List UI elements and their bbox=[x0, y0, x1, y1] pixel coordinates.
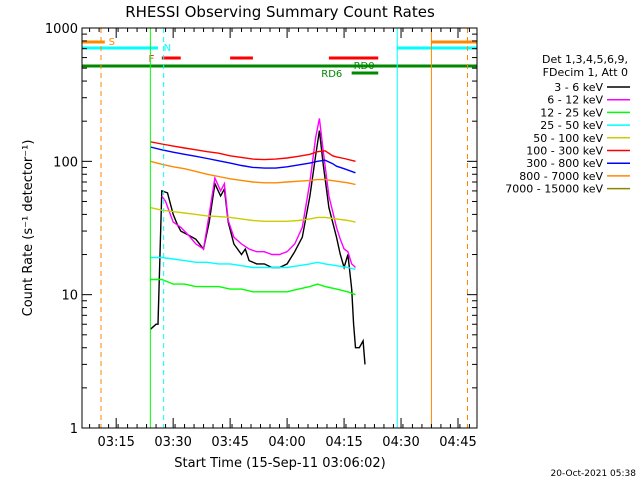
legend-header-line: FDecim 1, Att 0 bbox=[543, 66, 628, 79]
legend-entry-label: 300 - 800 keV bbox=[526, 157, 603, 170]
series-line-7 bbox=[150, 160, 356, 186]
series-line-2 bbox=[150, 278, 356, 296]
chart-title: RHESSI Observing Summary Count Rates bbox=[125, 3, 435, 21]
x-tick-label: 04:45 bbox=[439, 435, 476, 450]
y-tick-label: 1000 bbox=[45, 22, 78, 37]
x-tick-label: 04:15 bbox=[325, 435, 362, 450]
observing-flags: S NF RD0 RD6 bbox=[82, 37, 477, 80]
legend-entry-label: 7000 - 15000 keV bbox=[505, 183, 603, 196]
x-axis-label: Start Time (15-Sep-11 03:06:02) bbox=[174, 456, 385, 471]
series-line-3 bbox=[150, 256, 356, 270]
rd0-flag-label: RD0 bbox=[354, 61, 375, 72]
legend: Det 1,3,4,5,6,9,FDecim 1, Att 0 3 - 6 keV… bbox=[505, 53, 630, 196]
x-axis-ticks: 03:15 03:30 03:45 04:00 04:15 04:30 04:45 bbox=[89, 28, 477, 450]
legend-entry-label: 3 - 6 keV bbox=[554, 81, 603, 94]
plot-frame bbox=[81, 27, 478, 429]
legend-entry-label: 800 - 7000 keV bbox=[519, 170, 603, 183]
series-line-0 bbox=[149, 130, 366, 365]
series-line-1 bbox=[161, 118, 356, 269]
y-tick-label: 10 bbox=[61, 289, 78, 304]
rd6-flag-label: RD6 bbox=[321, 69, 342, 80]
legend-entry-label: 100 - 300 keV bbox=[526, 145, 603, 158]
flare-flag-label: F bbox=[148, 54, 154, 65]
legend-entry-label: 25 - 50 keV bbox=[540, 119, 603, 132]
legend-entry-label: 6 - 12 keV bbox=[547, 94, 603, 107]
series-line-4 bbox=[150, 206, 356, 223]
footer-date: 20-Oct-2021 05:38 bbox=[551, 469, 637, 479]
series-line-6 bbox=[150, 146, 356, 174]
y-axis-ticks: 1 10 100 1000 bbox=[45, 22, 477, 437]
y-tick-label: 100 bbox=[53, 155, 78, 170]
night-flag-label: N bbox=[164, 43, 171, 54]
series-line-5 bbox=[150, 141, 356, 162]
x-tick-label: 04:30 bbox=[382, 435, 419, 450]
series-lines bbox=[149, 118, 366, 365]
saa-flag-label: S bbox=[109, 37, 115, 48]
x-tick-label: 04:00 bbox=[268, 435, 305, 450]
legend-entry-label: 12 - 25 keV bbox=[540, 106, 603, 119]
x-tick-label: 03:45 bbox=[211, 435, 248, 450]
legend-header-line: Det 1,3,4,5,6,9, bbox=[542, 53, 628, 66]
x-tick-label: 03:15 bbox=[97, 435, 134, 450]
legend-entry-label: 50 - 100 keV bbox=[533, 132, 603, 145]
y-tick-label: 1 bbox=[70, 422, 78, 437]
time-markers bbox=[100, 28, 469, 428]
y-axis-label: Count Rate (s⁻¹ detector⁻¹) bbox=[21, 140, 36, 317]
x-tick-label: 03:30 bbox=[154, 435, 191, 450]
